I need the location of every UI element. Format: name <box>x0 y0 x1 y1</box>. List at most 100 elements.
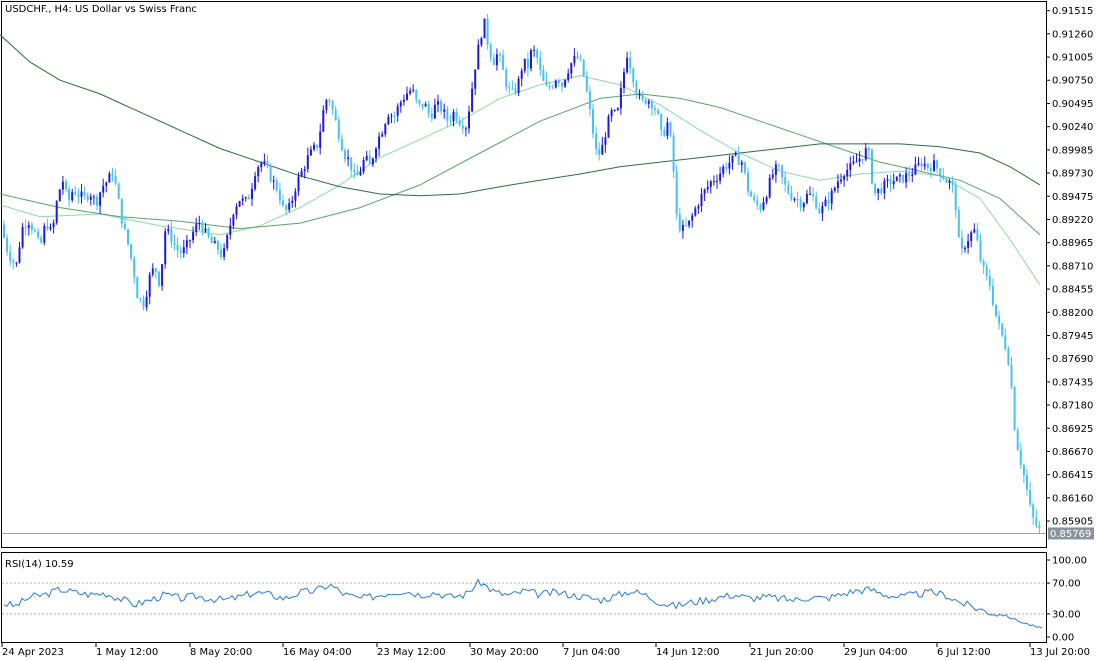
candle-body <box>232 214 235 226</box>
candle-body <box>12 260 15 263</box>
candle-body <box>288 203 291 210</box>
candle-body <box>393 115 396 117</box>
candle-body <box>272 180 275 182</box>
candle-body <box>846 170 849 177</box>
candle-body <box>102 185 105 193</box>
candle-body <box>623 72 625 89</box>
candle-body <box>68 189 71 201</box>
price-tick-label: 0.89985 <box>1052 145 1093 156</box>
time-tick-label: 30 May 20:00 <box>470 647 539 658</box>
candle-body <box>257 167 260 177</box>
current-price-label: 0.85769 <box>1048 527 1094 540</box>
candle-body <box>375 148 377 159</box>
time-tick-label: 1 May 12:00 <box>96 647 158 658</box>
price-tick-label: 0.88200 <box>1052 308 1093 319</box>
candle-body <box>1013 387 1016 430</box>
price-tick-label: 0.86160 <box>1052 493 1093 504</box>
candle-body <box>830 190 833 204</box>
candle-body <box>396 106 399 116</box>
candle-body <box>381 134 384 137</box>
candle-body <box>34 229 36 232</box>
candle-body <box>784 177 787 185</box>
candle-body <box>867 148 870 151</box>
candle-body <box>613 110 616 111</box>
candle-body <box>864 148 867 160</box>
rsi-axis: 100.00 70.00 30.00 0.00 <box>1046 556 1087 644</box>
candle-body <box>130 244 133 259</box>
candle-body <box>142 299 145 308</box>
candle-body <box>945 179 948 183</box>
candlesticks <box>3 13 1041 534</box>
candle-body <box>406 93 408 100</box>
candle-body <box>433 104 436 119</box>
candle-body <box>427 104 430 114</box>
candle-body <box>229 225 232 235</box>
candle-body <box>985 266 988 277</box>
candle-body <box>266 161 269 166</box>
candle-body <box>347 157 350 160</box>
candle-body <box>55 201 58 223</box>
candle-body <box>483 18 486 39</box>
candle-body <box>517 78 520 93</box>
rsi-level-lines <box>2 582 1046 615</box>
candle-body <box>480 38 483 45</box>
time-tick-label: 21 Jun 20:00 <box>750 647 814 658</box>
candle-body <box>725 166 728 169</box>
candle-body <box>24 227 27 228</box>
candle-body <box>601 144 604 155</box>
price-tick-label: 0.90240 <box>1052 122 1093 133</box>
candle-body <box>216 241 219 250</box>
candle-body <box>328 100 331 102</box>
candle-body <box>468 111 470 129</box>
candle-body <box>880 188 883 194</box>
candle-body <box>610 110 613 117</box>
candle-body <box>9 251 12 261</box>
candle-body <box>421 103 424 107</box>
candle-body <box>71 192 74 201</box>
candle-body <box>402 99 405 103</box>
candle-body <box>443 109 446 112</box>
candle-body <box>619 88 622 109</box>
candle-body <box>114 175 117 184</box>
candle-body <box>917 163 920 165</box>
candle-body <box>210 236 213 244</box>
candle-body <box>424 104 427 107</box>
candle-body <box>294 191 297 201</box>
candle-body <box>303 169 306 171</box>
candle-body <box>269 165 272 182</box>
candle-body <box>6 237 9 252</box>
candle-body <box>747 172 749 192</box>
candle-body <box>319 131 322 148</box>
candle-body <box>626 57 629 73</box>
candle-body <box>226 235 229 249</box>
candle-body <box>316 144 319 148</box>
candle-body <box>554 80 557 88</box>
price-tick-label: 0.90495 <box>1052 99 1093 110</box>
candle-body <box>948 181 951 183</box>
candle-body <box>533 50 536 51</box>
candle-body <box>313 144 315 150</box>
candle-body <box>40 237 43 243</box>
candle-body <box>495 54 498 66</box>
candle-body <box>499 54 501 56</box>
candle-body <box>709 181 712 187</box>
price-tick-label: 0.89730 <box>1052 169 1093 180</box>
candle-body <box>889 179 892 185</box>
candle-body <box>399 102 402 107</box>
candle-body <box>790 193 793 200</box>
candle-body <box>1029 489 1032 505</box>
candle-body <box>824 199 827 206</box>
candle-body <box>753 196 756 201</box>
candle-body <box>1019 450 1022 465</box>
candle-body <box>455 111 458 121</box>
candle-body <box>505 69 508 87</box>
candle-body <box>508 86 511 88</box>
candle-body <box>982 260 985 267</box>
candle-body <box>80 191 83 197</box>
candle-body <box>799 199 802 208</box>
candle-body <box>158 271 160 286</box>
candle-body <box>809 193 811 195</box>
price-tick-label: 0.86670 <box>1052 447 1093 458</box>
candle-body <box>167 228 170 232</box>
